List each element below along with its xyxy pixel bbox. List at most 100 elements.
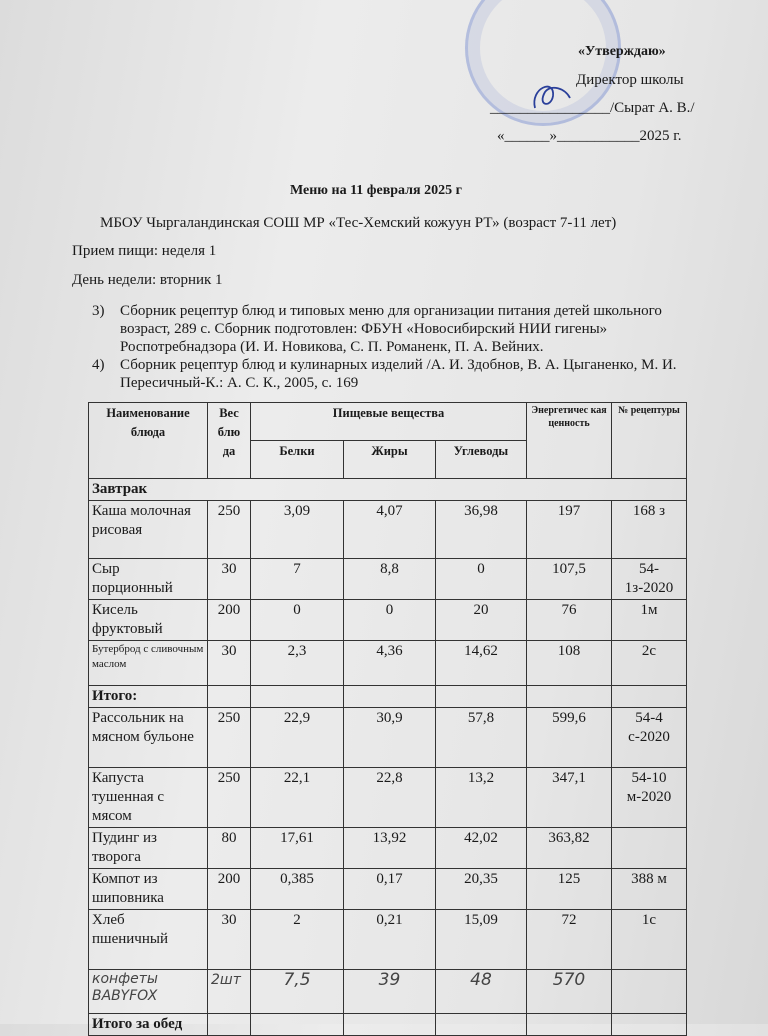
table-row: Пудинг из творога 80 17,61 13,92 42,02 363,82 xyxy=(88,827,687,869)
lunch-total-label: Итого за обед xyxy=(88,1013,208,1036)
header-carbs: Углеводы xyxy=(435,440,527,479)
approval-position: Директор школы xyxy=(576,72,684,88)
cell-name: Каша молочная рисовая xyxy=(88,500,208,559)
cell-name: Пудинг из творога xyxy=(88,827,208,869)
cell-weight: 200 xyxy=(207,599,251,641)
breakfast-total-label: Итого: xyxy=(88,685,208,708)
page-title: Меню на 11 февраля 2025 г xyxy=(290,183,462,198)
cell-name: Бутерброд с сливочным маслом xyxy=(88,640,208,686)
cell-fat: 22,8 xyxy=(343,767,436,828)
header-recipe: № рецептуры xyxy=(611,402,687,479)
cell-name: Рассольник на мясном бульоне xyxy=(88,707,208,768)
cell-weight: 80 xyxy=(207,827,251,869)
cell-protein: 22,9 xyxy=(250,707,344,768)
cell-protein: 17,61 xyxy=(250,827,344,869)
cell-recipe: 388 м xyxy=(611,868,687,910)
header-nutrients: Пищевые вещества xyxy=(250,402,527,441)
header-protein: Белки xyxy=(250,440,344,479)
cell-fat: 0,21 xyxy=(343,909,436,970)
cell-carbs: 42,02 xyxy=(435,827,527,869)
cell-recipe: 1с xyxy=(611,909,687,970)
cell-protein: 0,385 xyxy=(250,868,344,910)
cell-energy: 72 xyxy=(526,909,612,970)
meal-week: Прием пищи: неделя 1 xyxy=(72,243,217,259)
cell-carbs: 13,2 xyxy=(435,767,527,828)
source-text: Сборник рецептур блюд и типовых меню для… xyxy=(120,303,662,355)
cell-fat: 4,36 xyxy=(343,640,436,686)
cell-fat: 30,9 xyxy=(343,707,436,768)
cell-fat: 4,07 xyxy=(343,500,436,559)
cell-energy: 76 xyxy=(526,599,612,641)
table-row: Хлеб пшеничный 30 2 0,21 15,09 72 1с xyxy=(88,909,687,970)
cell-recipe: 168 з xyxy=(611,500,687,559)
cell-recipe xyxy=(611,969,687,1014)
school-name: МБОУ Чыргаландинская СОШ МР «Тес-Хемский… xyxy=(100,215,617,231)
source-text: Сборник рецептур блюд и кулинарных издел… xyxy=(120,357,677,391)
cell-carbs: 36,98 xyxy=(435,500,527,559)
cell-recipe: 2с xyxy=(611,640,687,686)
table-row: Бутерброд с сливочным маслом 30 2,3 4,36 14,… xyxy=(88,640,687,686)
cell-recipe: 1м xyxy=(611,599,687,641)
cell-protein: 3,09 xyxy=(250,500,344,559)
cell-carbs: 20 xyxy=(435,599,527,641)
school-stamp xyxy=(465,0,621,126)
cell-energy: 599,6 xyxy=(526,707,612,768)
cell-weight: 30 xyxy=(207,558,251,600)
cell-carbs: 48 xyxy=(435,969,527,1014)
approval-signature-line: ________________/Сырат А. В./ xyxy=(490,100,695,116)
cell-name: Капуста тушенная с мясом xyxy=(88,767,208,828)
cell-protein: 7 xyxy=(250,558,344,600)
cell-protein: 2 xyxy=(250,909,344,970)
cell-fat: 39 xyxy=(343,969,436,1014)
source-num: 3) xyxy=(92,303,105,319)
header-name: Наименование блюда xyxy=(88,402,208,479)
table-row: Рассольник на мясном бульоне 250 22,9 30,9 5… xyxy=(88,707,687,768)
cell-carbs: 57,8 xyxy=(435,707,527,768)
cell-weight: 250 xyxy=(207,767,251,828)
cell-protein: 22,1 xyxy=(250,767,344,828)
cell-fat: 0,17 xyxy=(343,868,436,910)
cell-protein: 2,3 xyxy=(250,640,344,686)
cell-name: Компот из шиповника xyxy=(88,868,208,910)
cell-energy: 363,82 xyxy=(526,827,612,869)
cell-recipe xyxy=(611,827,687,869)
cell-name: Хлеб пшеничный xyxy=(88,909,208,970)
cell-recipe: 54-1з-2020 xyxy=(611,558,687,600)
cell-fat: 13,92 xyxy=(343,827,436,869)
table-row: Кисель фруктовый 200 0 0 20 76 1м xyxy=(88,599,687,641)
cell-energy: 570 xyxy=(526,969,612,1014)
cell-weight: 250 xyxy=(207,500,251,559)
cell-fat: 8,8 xyxy=(343,558,436,600)
cell-name: конфеты BABYFOX xyxy=(88,969,208,1014)
cell-energy: 347,1 xyxy=(526,767,612,828)
cell-weight: 30 xyxy=(207,640,251,686)
table-row: Сыр порционный 30 7 8,8 0 107,5 54-1з-2020 xyxy=(88,558,687,600)
section-breakfast: Завтрак xyxy=(88,478,687,501)
approval-date-line: «______»___________2025 г. xyxy=(497,128,682,144)
cell-name: Кисель фруктовый xyxy=(88,599,208,641)
table-row: Капуста тушенная с мясом 250 22,1 22,8 13,2 3… xyxy=(88,767,687,828)
cell-weight: 2шт xyxy=(207,969,251,1014)
cell-carbs: 14,62 xyxy=(435,640,527,686)
source-num: 4) xyxy=(92,357,105,373)
menu-table: Наименование блюда Вес блю да Пищевые ве… xyxy=(88,402,687,1036)
cell-weight: 250 xyxy=(207,707,251,768)
cell-protein: 0 xyxy=(250,599,344,641)
director-signature xyxy=(533,85,571,109)
table-row: Каша молочная рисовая 250 3,09 4,07 36,98 197… xyxy=(88,500,687,559)
cell-carbs: 0 xyxy=(435,558,527,600)
table-row: Компот из шиповника 200 0,385 0,17 20,35 125 3… xyxy=(88,868,687,910)
header-energy: Энергетичес кая ценность xyxy=(526,402,612,479)
cell-protein: 7,5 xyxy=(250,969,344,1014)
cell-energy: 125 xyxy=(526,868,612,910)
cell-carbs: 20,35 xyxy=(435,868,527,910)
cell-fat: 0 xyxy=(343,599,436,641)
source-item: 4) Сборник рецептур блюд и кулинарных изд… xyxy=(92,356,692,392)
source-item: 3) Сборник рецептур блюд и типовых меню д… xyxy=(92,302,692,356)
cell-carbs: 15,09 xyxy=(435,909,527,970)
weekday: День недели: вторник 1 xyxy=(72,272,223,288)
cell-recipe: 54-10 м-2020 xyxy=(611,767,687,828)
cell-weight: 200 xyxy=(207,868,251,910)
cell-energy: 197 xyxy=(526,500,612,559)
header-weight: Вес блю да xyxy=(207,402,251,479)
